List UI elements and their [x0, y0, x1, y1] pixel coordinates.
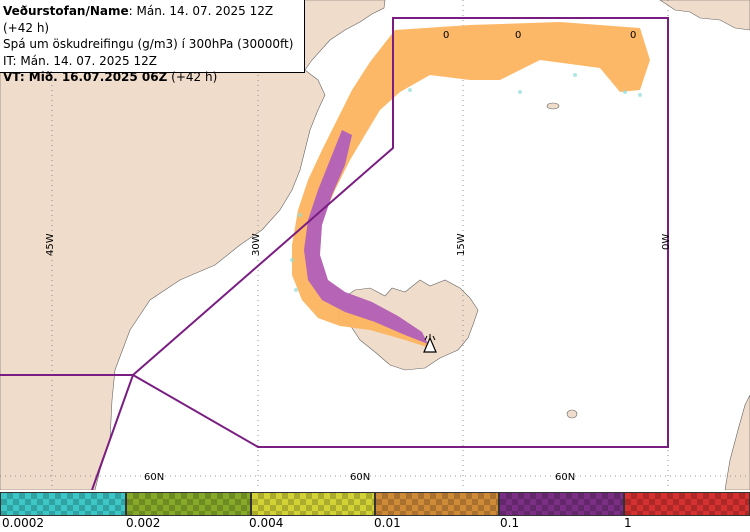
info-line-3: IT: Mán. 14. 07. 2025 12Z: [3, 53, 157, 68]
legend-label-1: 0.0002: [2, 516, 44, 530]
ash-plume-high: [304, 130, 428, 344]
concentration-legend: 0.0002 0.002 0.004 0.01 0.1 1: [0, 490, 750, 532]
info-line-1-bold: Veðurstofan/Name: [3, 4, 129, 18]
legend-swatch-4: [375, 492, 499, 516]
latitude-label-3: 60N: [555, 472, 576, 483]
legend-label-4: 0.01: [374, 516, 401, 530]
info-line-4-rest: (+42 h): [167, 70, 218, 84]
legend-swatch-1: [0, 492, 126, 516]
value-label-1: 0: [443, 30, 450, 41]
info-line-2: Spá um öskudreifingu (g/m3) í 300hPa (30…: [3, 37, 294, 51]
legend-label-6: 1: [624, 516, 632, 530]
latitude-label-2: 60N: [350, 472, 371, 483]
northern-island: [659, 0, 750, 31]
longitude-label-15w: 15W: [456, 233, 467, 256]
ash-forecast-map: [0, 0, 750, 490]
info-line-1: Veðurstofan/Name: Mán. 14. 07. 2025 12Z …: [3, 3, 301, 36]
longitude-label-30w: 30W: [251, 233, 262, 256]
info-line-1-rest: : Mán. 14. 07. 2025 12Z (+42 h): [3, 4, 274, 35]
legend-label-2: 0.002: [126, 516, 161, 530]
volcano-icon: [423, 334, 437, 353]
legend-label-3: 0.004: [249, 516, 284, 530]
longitude-label-0w: 0W: [661, 233, 672, 250]
norway-coast: [724, 394, 750, 490]
legend-swatch-2: [126, 492, 251, 516]
info-line-4-bold: VT: Mið. 16.07.2025 06Z: [3, 70, 168, 84]
latitude-label-1: 60N: [144, 472, 165, 483]
legend-swatch-5: [499, 492, 624, 516]
info-line-4: VT: Mið. 16.07.2025 06Z (+42 h): [3, 69, 301, 86]
value-label-2: 0: [515, 30, 522, 41]
ash-plume-low: [292, 22, 650, 348]
fir-boundary: [0, 17, 669, 490]
faroe-islands: [566, 409, 578, 419]
ash-plume-edge: [290, 73, 642, 292]
forecast-info-box: Veðurstofan/Name: Mán. 14. 07. 2025 12Z …: [0, 0, 305, 84]
longitude-label-45w: 45W: [45, 233, 56, 256]
legend-swatch-3: [251, 492, 375, 516]
value-label-3: 0: [630, 30, 637, 41]
legend-swatch-6: [624, 492, 750, 516]
legend-label-5: 0.1: [500, 516, 520, 530]
jan-mayen-island: [546, 102, 560, 110]
